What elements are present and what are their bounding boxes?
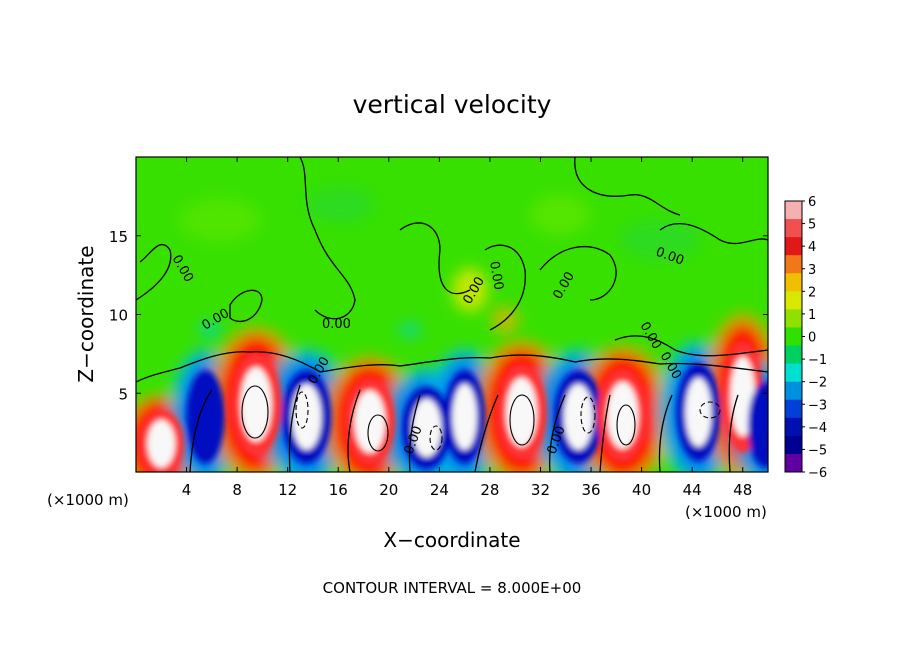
colorbar-swatch bbox=[785, 255, 802, 274]
colorbar-swatch bbox=[785, 345, 802, 365]
y-tick-label: 10 bbox=[109, 307, 128, 325]
chart-title: vertical velocity bbox=[353, 90, 552, 119]
colorbar-tick-label: 2 bbox=[808, 285, 816, 300]
colorbar-tick-label: 3 bbox=[808, 263, 816, 278]
x-tick-label: 36 bbox=[581, 481, 600, 499]
x-tick-label: 28 bbox=[480, 481, 499, 499]
colorbar-tick-label: 5 bbox=[808, 218, 816, 233]
x-tick-label: 48 bbox=[733, 481, 752, 499]
x-tick-label: 12 bbox=[278, 481, 297, 499]
colorbar-tick-label: −4 bbox=[808, 421, 827, 436]
x-tick-label: 4 bbox=[182, 481, 192, 499]
x-axis-ticks: 4 8 12 16 20 24 28 32 36 40 44 48 bbox=[182, 157, 752, 499]
cell-core bbox=[506, 377, 537, 447]
x-tick-label: 24 bbox=[430, 481, 449, 499]
colorbar-tick-label: −6 bbox=[808, 466, 827, 481]
colorbar-swatch bbox=[785, 291, 802, 310]
x-axis-label: X−coordinate bbox=[383, 528, 520, 552]
colorbar-swatch bbox=[785, 417, 802, 437]
y-axis-ticks: 5 10 15 bbox=[109, 228, 768, 403]
cell-core bbox=[607, 381, 639, 449]
x-tick-label: 44 bbox=[683, 481, 702, 499]
negative-contours bbox=[295, 391, 721, 451]
upper-field-patches bbox=[180, 187, 700, 338]
x-tick-label: 8 bbox=[232, 481, 242, 499]
cell-mid bbox=[747, 381, 768, 468]
cell-mid bbox=[186, 370, 225, 464]
contour-interval-note: CONTOUR INTERVAL = 8.000E+00 bbox=[323, 579, 582, 597]
colorbar-tick-label: 6 bbox=[808, 195, 816, 210]
y-tick-label: 5 bbox=[118, 385, 128, 403]
cell-core bbox=[563, 384, 594, 450]
x-tick-label: 32 bbox=[531, 481, 550, 499]
colorbar-swatch bbox=[785, 237, 802, 256]
colorbar-tick-label: −1 bbox=[808, 353, 827, 368]
colorbar-tick-label: 4 bbox=[808, 240, 816, 255]
colorbar-tick-label: −5 bbox=[808, 443, 827, 458]
colorbar-swatch bbox=[785, 399, 802, 419]
cell-core bbox=[452, 384, 477, 450]
contour-label: 0.00 bbox=[486, 260, 506, 291]
heatmap-plot: 0.00 0.00 0.00 0.00 0.00 0.00 0.00 0.00 … bbox=[136, 157, 768, 472]
contour-label: 0.00 bbox=[322, 317, 351, 332]
colorbar-swatch bbox=[785, 453, 802, 473]
cell-core bbox=[147, 419, 176, 468]
colorbar-tick-label: 0 bbox=[808, 331, 816, 346]
cell-core bbox=[412, 398, 442, 458]
colorbar-tick-label: 1 bbox=[808, 308, 816, 323]
colorbar-swatch bbox=[785, 201, 802, 220]
x-axis-unit: (×1000 m) bbox=[685, 503, 767, 521]
colorbar-swatch bbox=[785, 327, 802, 347]
colorbar: 6 5 4 3 2 1 0 −1 −2 −3 −4 −5 −6 bbox=[784, 195, 827, 481]
colorbar-tick-label: −3 bbox=[808, 398, 827, 413]
velocity-cells-inner bbox=[138, 339, 768, 472]
zero-contours bbox=[136, 157, 768, 472]
colorbar-swatch bbox=[785, 273, 802, 292]
colorbar-swatch bbox=[785, 309, 802, 328]
cell-core bbox=[685, 377, 712, 447]
x-tick-label: 16 bbox=[329, 481, 348, 499]
colorbar-tick-label: −2 bbox=[808, 376, 827, 391]
colorbar-swatch bbox=[785, 435, 802, 455]
x-tick-label: 20 bbox=[379, 481, 398, 499]
cell-core bbox=[292, 384, 322, 450]
colorbar-swatch bbox=[785, 381, 802, 401]
colorbar-swatch bbox=[785, 363, 802, 383]
y-axis-unit: (×1000 m) bbox=[47, 491, 129, 509]
y-axis-label: Z−coordinate bbox=[74, 245, 98, 382]
y-tick-label: 15 bbox=[109, 228, 128, 246]
colorbar-swatch bbox=[785, 219, 802, 238]
positive-contours bbox=[241, 385, 636, 452]
cell-core bbox=[240, 367, 272, 442]
x-tick-label: 40 bbox=[632, 481, 651, 499]
